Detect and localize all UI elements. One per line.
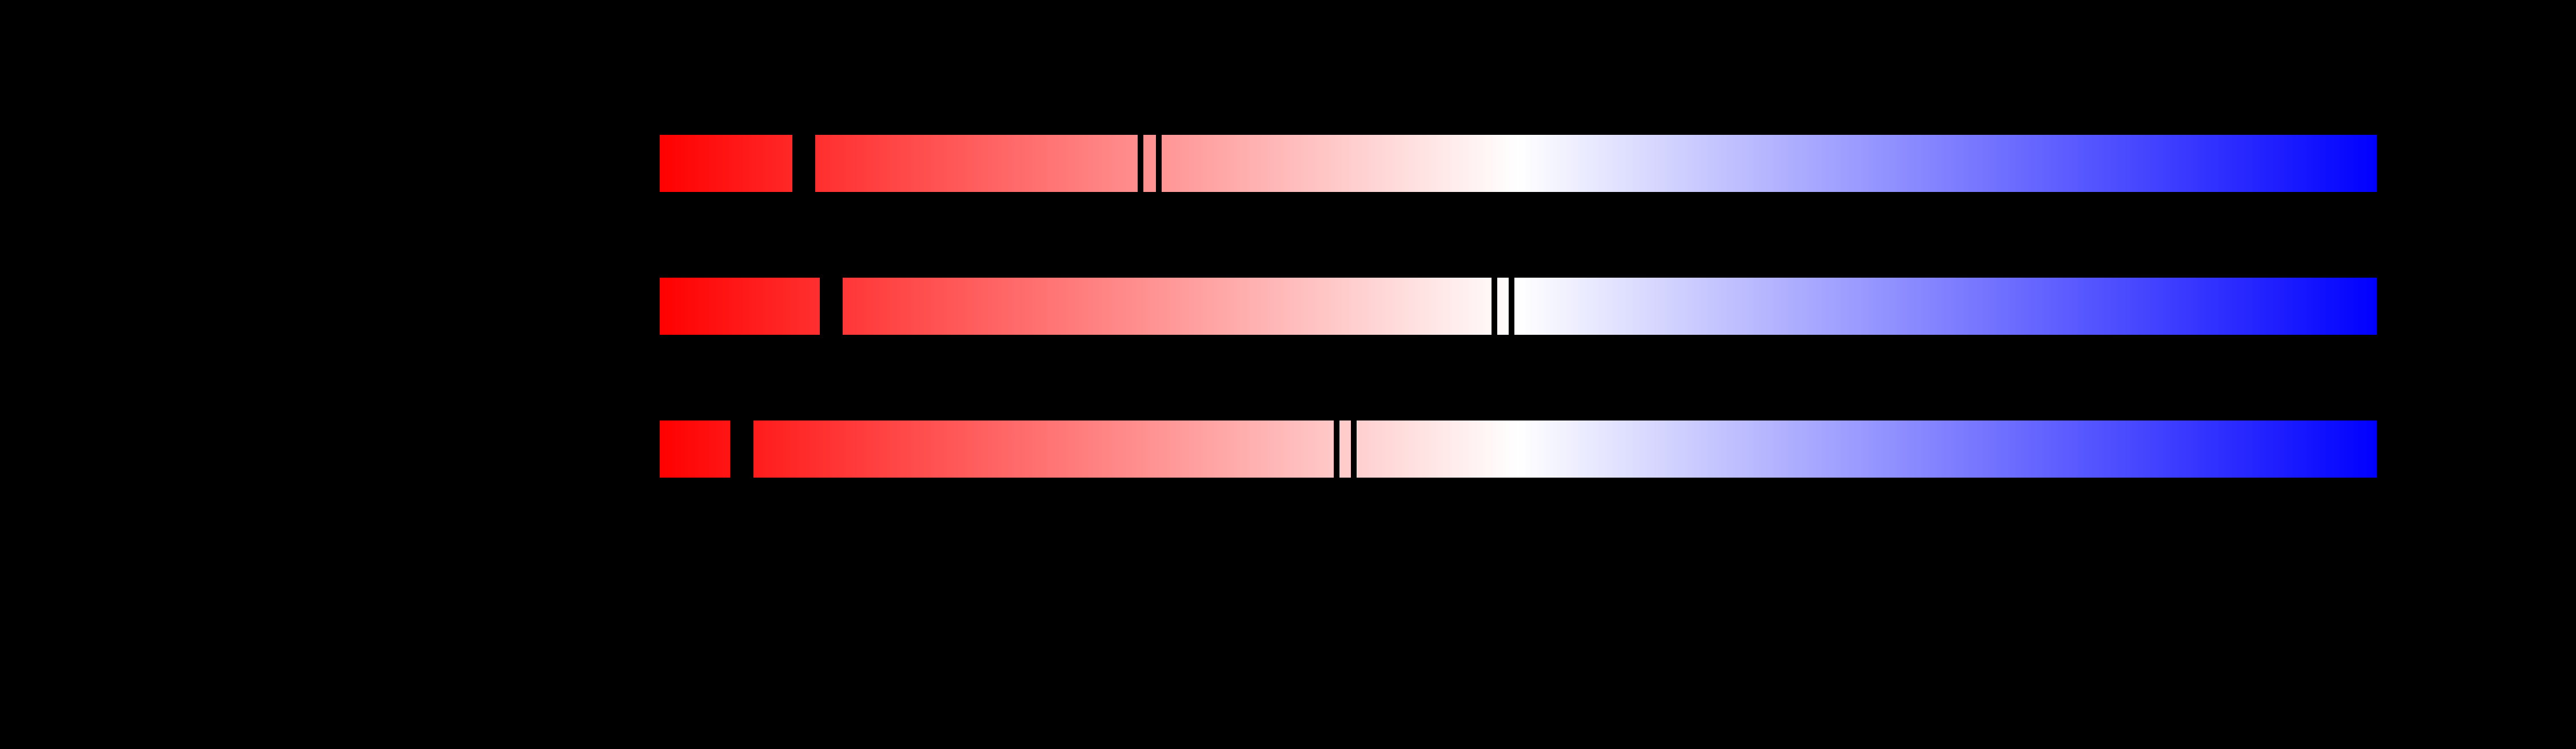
thick-marker-line bbox=[730, 420, 753, 478]
gradient-bar-2 bbox=[660, 278, 2376, 335]
thin-marker-line bbox=[1492, 278, 1497, 335]
thin-marker-line bbox=[1138, 135, 1143, 192]
gradient-bar-3 bbox=[660, 420, 2376, 478]
thin-marker-line bbox=[1156, 135, 1162, 192]
gradient-bar-1 bbox=[660, 135, 2376, 192]
thick-marker-line bbox=[792, 135, 815, 192]
thin-marker-line bbox=[1351, 420, 1357, 478]
thin-marker-line bbox=[1334, 420, 1339, 478]
thin-marker-line bbox=[1509, 278, 1514, 335]
thick-marker-line bbox=[820, 278, 843, 335]
